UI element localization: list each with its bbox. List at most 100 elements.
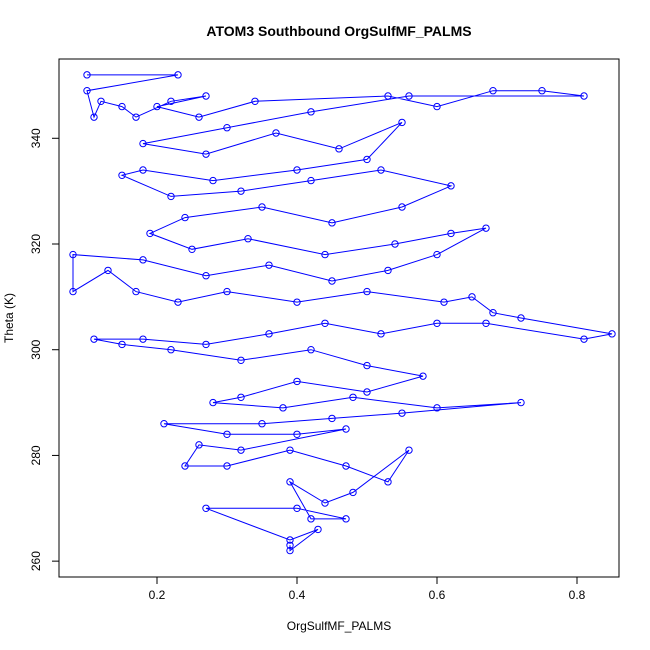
- data-point: [118, 171, 126, 179]
- data-point: [209, 176, 217, 185]
- data-point: [223, 430, 231, 438]
- data-point: [482, 319, 490, 327]
- x-tick-label: 0.4: [289, 588, 306, 602]
- data-point: [293, 430, 301, 438]
- data-point: [482, 224, 490, 232]
- data-point: [608, 330, 616, 338]
- data-point: [174, 298, 182, 306]
- data-point: [202, 504, 210, 512]
- data-point: [118, 340, 126, 349]
- data-point: [139, 256, 147, 264]
- data-point: [321, 319, 329, 327]
- data-point: [223, 287, 231, 296]
- data-point: [167, 192, 175, 201]
- data-point: [328, 277, 336, 285]
- data-point: [293, 377, 301, 386]
- data-point: [286, 541, 294, 549]
- data-point: [118, 102, 126, 111]
- data-point: [272, 129, 280, 137]
- data-point: [517, 398, 525, 407]
- data-point: [279, 404, 287, 412]
- data-point: [139, 166, 147, 174]
- data-point: [433, 319, 441, 327]
- data-point: [489, 309, 497, 317]
- data-point: [153, 102, 161, 111]
- data-point: [342, 462, 350, 470]
- data-point: [188, 245, 196, 253]
- data-point: [181, 213, 189, 222]
- x-tick-label: 0.8: [569, 588, 586, 602]
- data-point: [132, 113, 140, 121]
- data-point: [384, 92, 392, 100]
- data-point: [251, 97, 259, 105]
- data-point: [538, 87, 546, 95]
- series-line: [72, 74, 613, 552]
- data-point: [517, 314, 525, 322]
- data-point: [342, 515, 350, 523]
- data-point: [167, 97, 175, 105]
- data-point: [293, 504, 301, 512]
- data-point: [167, 346, 175, 354]
- data-point: [237, 446, 245, 454]
- data-point: [321, 250, 329, 259]
- data-point: [377, 166, 385, 174]
- data-point: [195, 113, 203, 121]
- data-point: [286, 546, 294, 555]
- y-tick-label: 280: [29, 445, 43, 465]
- data-point: [83, 87, 91, 95]
- data-point: [237, 187, 245, 195]
- data-point: [363, 155, 371, 164]
- data-point: [328, 219, 336, 227]
- data-point: [90, 113, 98, 121]
- data-point: [237, 393, 245, 401]
- data-point: [363, 361, 371, 370]
- data-point: [104, 266, 112, 275]
- data-point: [398, 118, 406, 127]
- data-point: [433, 102, 441, 111]
- data-point: [349, 488, 357, 497]
- data-point: [580, 92, 588, 100]
- x-tick-label: 0.6: [429, 588, 446, 602]
- x-axis-label: OrgSulfMF_PALMS: [287, 619, 391, 633]
- data-point: [342, 425, 350, 433]
- data-point: [398, 203, 406, 211]
- data-point: [258, 420, 266, 428]
- data-point: [132, 287, 140, 296]
- y-axis-label: Theta (K): [2, 293, 16, 343]
- data-point: [90, 335, 98, 343]
- data-point: [202, 150, 210, 158]
- data-point: [286, 478, 294, 486]
- data-point: [195, 441, 203, 449]
- data-point: [398, 409, 406, 417]
- data-point: [384, 266, 392, 275]
- data-point: [307, 176, 315, 185]
- data-point: [202, 272, 210, 280]
- data-point: [265, 261, 273, 269]
- data-point: [440, 298, 448, 306]
- data-point: [139, 139, 147, 148]
- data-point: [223, 124, 231, 132]
- data-point: [293, 166, 301, 174]
- data-point: [209, 398, 217, 407]
- data-point: [419, 372, 427, 380]
- data-point: [286, 446, 294, 454]
- data-point: [433, 250, 441, 259]
- series-points: [69, 71, 616, 555]
- y-tick-label: 300: [29, 339, 43, 359]
- data-point: [286, 536, 294, 544]
- data-point: [69, 250, 77, 259]
- data-point: [293, 298, 301, 306]
- data-point: [202, 92, 210, 100]
- data-point: [265, 330, 273, 338]
- data-point: [83, 71, 91, 79]
- data-point: [447, 182, 455, 190]
- chart-title: ATOM3 Southbound OrgSulfMF_PALMS: [206, 23, 471, 39]
- data-point: [447, 229, 455, 238]
- data-point: [391, 240, 399, 248]
- data-point: [69, 287, 77, 296]
- data-point: [174, 71, 182, 79]
- data-point: [433, 404, 441, 412]
- data-point: [377, 330, 385, 338]
